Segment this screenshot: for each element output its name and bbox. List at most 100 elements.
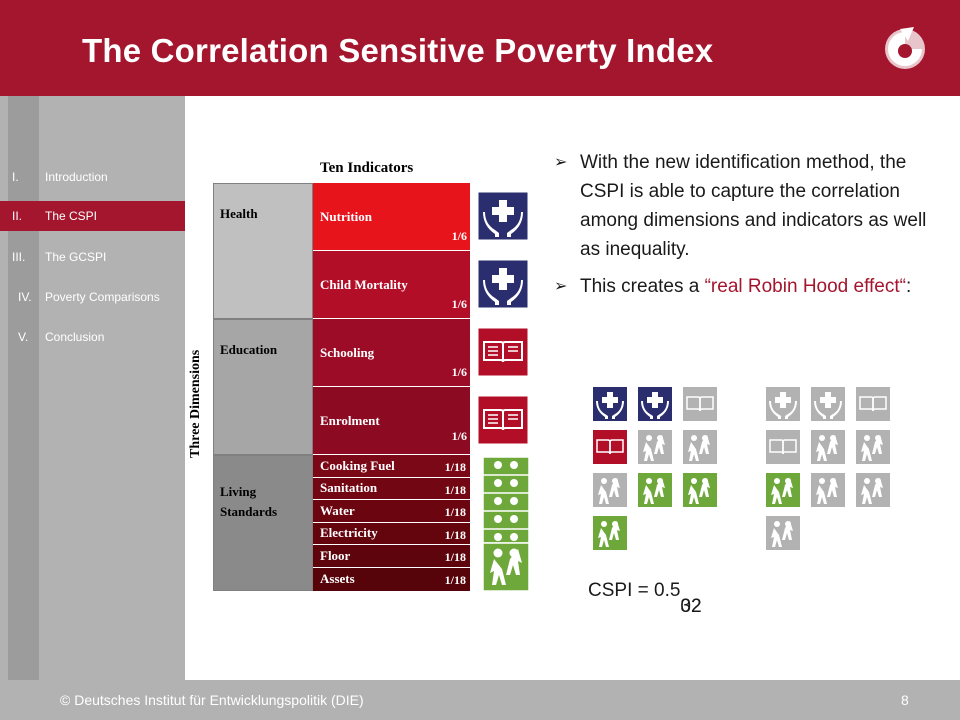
nav-label: The GCSPI [45, 250, 107, 264]
dimension-label: Education [220, 342, 278, 357]
robin-hood-highlight: “real Robin Hood effect“ [704, 276, 906, 297]
indicator-name: Floor [320, 548, 351, 563]
sidebar-item-introduction[interactable]: I. Introduction [0, 162, 185, 192]
bullet-text-before: This creates a [580, 276, 705, 297]
sidebar-item-poverty-comparisons[interactable]: IV. Poverty Comparisons [0, 282, 185, 312]
people-icon-stack [482, 456, 530, 592]
indicator-assets: Assets 1/18 [313, 568, 470, 591]
dimension-label: Health [220, 206, 258, 221]
page-number: 8 [901, 692, 909, 708]
people-icon [856, 430, 890, 464]
grid-left [593, 387, 717, 550]
indicator-floor: Floor 1/18 [313, 545, 470, 568]
arrow-bullet-icon: ➢ [554, 278, 568, 295]
indicator-enrolment: Enrolment 1/6 [313, 387, 470, 455]
bullet-list: ➢ With the new identification method, th… [550, 148, 945, 309]
indicator-weight: 1/18 [444, 573, 466, 587]
sidebar-item-the-gcspi[interactable]: III. The GCSPI [0, 242, 185, 272]
indicator-name: Schooling [320, 345, 375, 360]
indicator-name: Sanitation [320, 480, 378, 495]
people-icon [593, 516, 627, 550]
dimension-health: Health [213, 183, 313, 319]
indicator-weight: 1/6 [451, 229, 467, 243]
indicator-child-mortality: Child Mortality 1/6 [313, 251, 470, 319]
bullet-item: ➢ This creates a “real Robin Hood effect… [550, 272, 945, 301]
bullet-text: With the new identification method, the … [580, 152, 927, 260]
health-icon [638, 387, 672, 421]
indicator-schooling: Schooling 1/6 [313, 319, 470, 387]
people-icon [811, 473, 845, 507]
nav-label: Conclusion [45, 330, 105, 344]
people-icon [856, 473, 890, 507]
book-icon [478, 328, 528, 376]
indicator-name: Enrolment [320, 413, 380, 428]
sidebar: I. Introduction II. The CSPI III. The GC… [0, 96, 185, 680]
cspi-label: CSPI = 0.5 [588, 580, 681, 601]
book-icon [766, 430, 800, 464]
people-icon [482, 528, 530, 544]
indicator-weight: 1/18 [444, 528, 466, 542]
people-icon [811, 430, 845, 464]
nav-label: The CSPI [45, 209, 98, 223]
nav-label: Introduction [45, 170, 108, 184]
indicator-weight: 1/18 [444, 460, 466, 474]
indicator-electricity: Electricity 1/18 [313, 523, 470, 545]
sidebar-item-the-cspi[interactable]: II. The CSPI [0, 201, 185, 231]
book-icon [683, 387, 717, 421]
indicator-weight: 1/18 [444, 550, 466, 564]
cspi-value-a: 02 [680, 596, 702, 617]
people-icon [593, 473, 627, 507]
people-icon [638, 430, 672, 464]
diagram-title: Ten Indicators [320, 160, 414, 176]
book-icon [856, 387, 890, 421]
footer-bar: © Deutsches Institut für Entwicklungspol… [0, 680, 960, 720]
indicator-weight: 1/18 [444, 505, 466, 519]
indicator-cooking-fuel: Cooking Fuel 1/18 [313, 455, 470, 478]
indicator-water: Water 1/18 [313, 500, 470, 523]
people-icon [766, 473, 800, 507]
health-icon [766, 387, 800, 421]
indicator-name: Child Mortality [320, 277, 408, 292]
book-icon [593, 430, 627, 464]
bullet-item: ➢ With the new identification method, th… [550, 148, 945, 264]
bullet-text-after: : [905, 276, 912, 297]
nav-number: IV. [18, 290, 32, 304]
page-title: The Correlation Sensitive Poverty Index [82, 32, 714, 69]
book-icon [478, 396, 528, 444]
indicator-name: Nutrition [320, 209, 372, 224]
indicator-weight: 1/6 [451, 365, 467, 379]
indicator-weight: 1/6 [451, 297, 467, 311]
health-icon [478, 192, 528, 240]
indicator-sanitation: Sanitation 1/18 [313, 478, 470, 500]
nav-number: II. [12, 209, 23, 223]
header-bar: The Correlation Sensitive Poverty Index [0, 0, 960, 96]
indicator-weight: 1/6 [451, 429, 467, 443]
indicator-nutrition: Nutrition 1/6 [313, 183, 470, 251]
nav-label: Poverty Comparisons [45, 290, 160, 304]
indicator-weight: 1/18 [444, 483, 466, 497]
dimension-label: Living Standards [220, 484, 278, 519]
indicator-name: Cooking Fuel [320, 458, 395, 473]
sidebar-item-conclusion[interactable]: V. Conclusion [0, 322, 185, 352]
people-icon [482, 542, 530, 592]
nav-number: III. [12, 250, 26, 264]
indicator-name: Water [320, 503, 355, 518]
arrow-bullet-icon: ➢ [554, 154, 568, 171]
cspi-value-b: 32 [680, 596, 702, 617]
diagram-axis-label: Three Dimensions [188, 349, 203, 458]
health-icon [478, 260, 528, 308]
nav-number: V. [18, 330, 29, 344]
footer-copyright: © Deutsches Institut für Entwicklungspol… [60, 692, 364, 708]
dimension-living-standards: Living Standards [213, 455, 313, 591]
nav-number: I. [12, 170, 19, 184]
sidebar-strip [8, 96, 39, 680]
dimension-education: Education [213, 319, 313, 455]
grid-right [766, 387, 890, 550]
health-icon [811, 387, 845, 421]
indicator-name: Electricity [320, 525, 378, 540]
health-icon [593, 387, 627, 421]
people-icon [683, 473, 717, 507]
people-icon [638, 473, 672, 507]
indicator-name: Assets [320, 571, 355, 586]
die-logo-icon [885, 27, 925, 69]
